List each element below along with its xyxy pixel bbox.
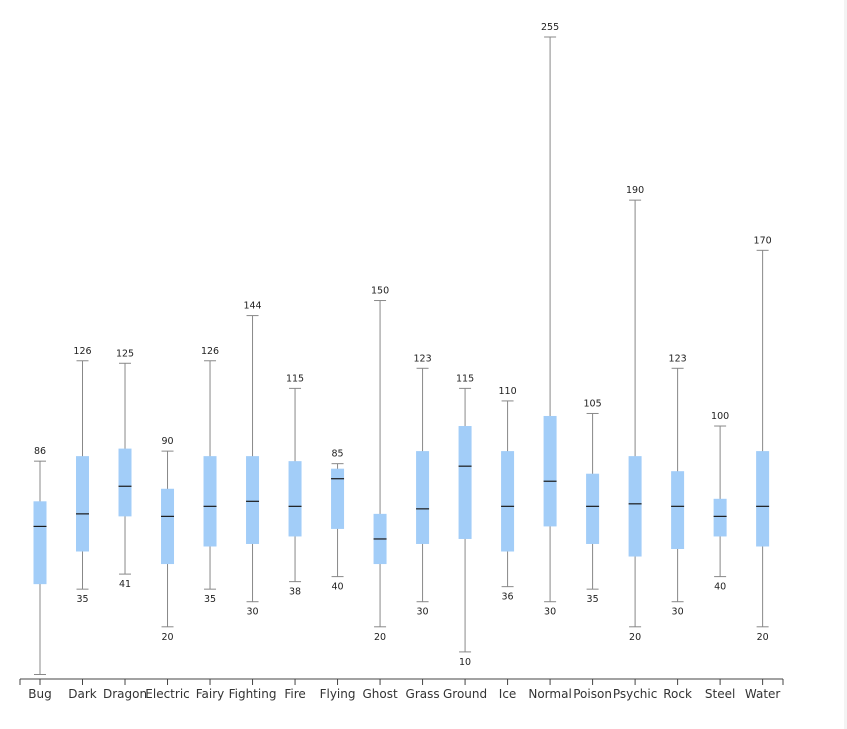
box-steel: [713, 498, 727, 537]
x-tick-label-fire: Fire: [284, 687, 305, 701]
min-label-rock: 30: [672, 607, 684, 618]
min-label-water: 20: [757, 632, 769, 643]
box-electric: [161, 488, 175, 565]
max-label-fighting: 144: [243, 301, 261, 312]
x-tick-label-electric: Electric: [145, 687, 189, 701]
box-fairy: [203, 456, 217, 547]
max-label-ground: 115: [456, 373, 474, 384]
max-label-poison: 105: [584, 398, 602, 409]
min-label-flying: 40: [332, 582, 344, 593]
x-tick-label-fighting: Fighting: [229, 687, 277, 701]
x-tick-label-steel: Steel: [705, 687, 735, 701]
max-label-dragon: 125: [116, 348, 134, 359]
right-edge-divider: [844, 0, 847, 729]
x-tick-label-dark: Dark: [68, 687, 97, 701]
x-tick-label-water: Water: [745, 687, 781, 701]
box-fighting: [246, 456, 260, 544]
max-label-ghost: 150: [371, 286, 389, 297]
max-label-bug: 86: [34, 446, 46, 457]
max-label-fire: 115: [286, 373, 304, 384]
max-label-water: 170: [754, 235, 772, 246]
x-tick-label-psychic: Psychic: [613, 687, 658, 701]
min-label-fire: 38: [289, 587, 301, 598]
x-tick-label-ground: Ground: [443, 687, 487, 701]
max-label-electric: 90: [161, 436, 173, 447]
min-label-psychic: 20: [629, 632, 641, 643]
min-label-poison: 35: [587, 594, 599, 605]
max-label-psychic: 190: [626, 185, 644, 196]
box-ice: [501, 451, 515, 552]
min-label-fighting: 30: [246, 607, 258, 618]
x-tick-label-bug: Bug: [28, 687, 51, 701]
x-tick-label-normal: Normal: [528, 687, 571, 701]
min-label-normal: 30: [544, 607, 556, 618]
box-dragon: [118, 448, 132, 517]
box-psychic: [628, 456, 642, 557]
box-fire: [288, 461, 302, 537]
max-label-normal: 255: [541, 22, 559, 33]
min-label-grass: 30: [417, 607, 429, 618]
box-water: [756, 451, 770, 547]
x-tick-label-fairy: Fairy: [196, 687, 225, 701]
x-tick-label-poison: Poison: [573, 687, 612, 701]
min-label-electric: 20: [161, 632, 173, 643]
min-label-ice: 36: [502, 592, 514, 603]
box-dark: [76, 456, 90, 552]
max-label-fairy: 126: [201, 346, 219, 357]
min-label-dark: 35: [76, 594, 88, 605]
box-flying: [331, 468, 345, 529]
box-poison: [586, 473, 600, 544]
x-tick-label-grass: Grass: [406, 687, 440, 701]
box-normal: [543, 415, 557, 527]
min-label-fairy: 35: [204, 594, 216, 605]
min-label-dragon: 41: [119, 579, 131, 590]
x-tick-label-ice: Ice: [499, 687, 517, 701]
max-label-flying: 85: [332, 449, 344, 460]
box-grass: [416, 451, 430, 544]
min-label-steel: 40: [714, 582, 726, 593]
x-tick-label-ghost: Ghost: [362, 687, 397, 701]
box-rock: [671, 471, 685, 549]
max-label-ice: 110: [499, 386, 517, 397]
min-label-ghost: 20: [374, 632, 386, 643]
max-label-dark: 126: [73, 346, 91, 357]
max-label-steel: 100: [711, 411, 729, 422]
x-tick-label-flying: Flying: [320, 687, 356, 701]
x-tick-label-rock: Rock: [663, 687, 692, 701]
box-bug: [33, 501, 47, 585]
min-label-ground: 10: [459, 657, 471, 668]
box-ground: [458, 426, 472, 539]
max-label-grass: 123: [413, 353, 431, 364]
x-tick-label-dragon: Dragon: [103, 687, 147, 701]
max-label-rock: 123: [669, 353, 687, 364]
